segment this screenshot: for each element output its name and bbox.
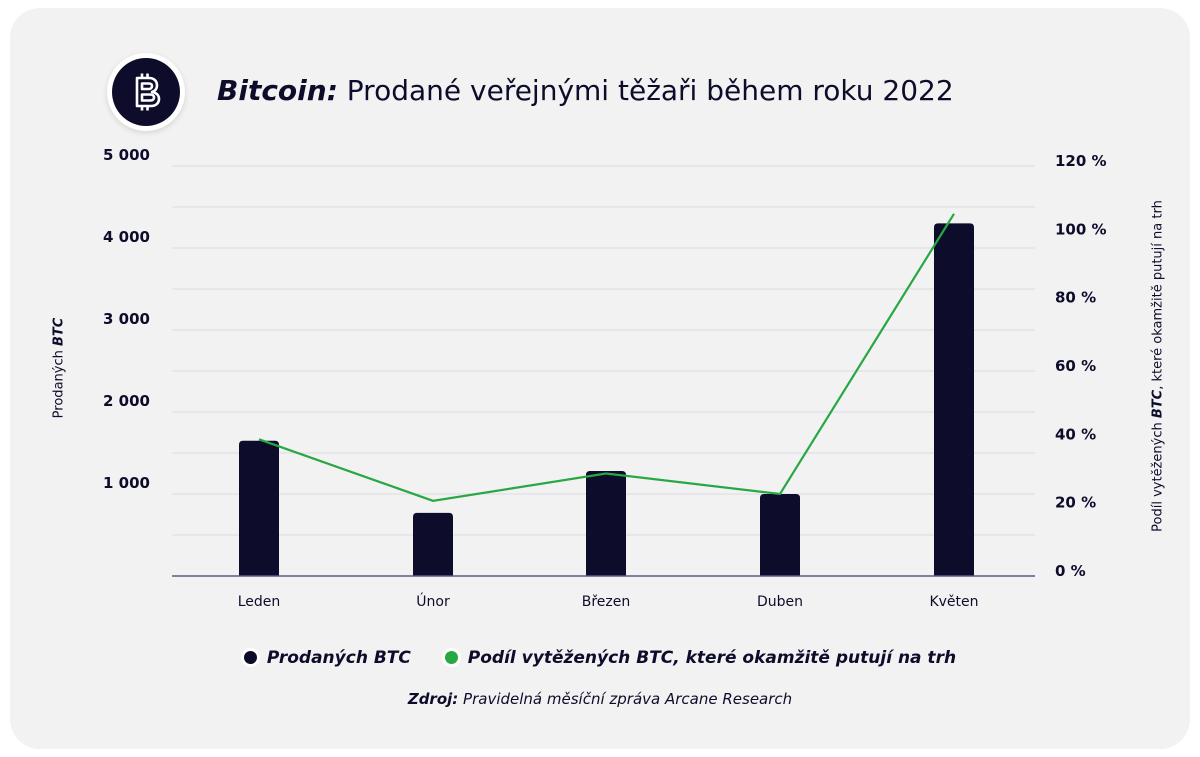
bar-2: [586, 471, 626, 576]
bar-0: [239, 440, 279, 576]
chart-card: [10, 8, 1190, 749]
bitcoin-logo: [107, 53, 185, 131]
right-tick-label-3: 60 %: [1055, 357, 1096, 375]
right-tick-label-5: 100 %: [1055, 220, 1107, 238]
left-tick-label-4: 5 000: [103, 146, 150, 164]
right-axis-ticks: 0 % 20 % 40 % 60 % 80 % 100 % 120 %: [1055, 152, 1107, 580]
x-axis-ticks: Leden Únor Březen Duben Květen: [238, 592, 979, 610]
right-tick-label-6: 120 %: [1055, 152, 1107, 170]
chart-legend: Prodaných BTC Podíl vytěžených BTC, kter…: [0, 648, 1200, 668]
bar-1: [413, 512, 453, 576]
right-tick-label-0: 0 %: [1055, 562, 1086, 580]
line-series: [258, 213, 955, 502]
title-brand: Bitcoin:: [217, 74, 338, 107]
right-tick-label-4: 80 %: [1055, 289, 1096, 307]
source-note: Zdroj: Pravidelná měsíční zpráva Arcane …: [407, 690, 793, 708]
left-tick-label-1: 2 000: [103, 392, 150, 410]
grid-lines: [172, 165, 1035, 536]
left-axis-ticks: 1 000 2 000 3 000 4 000 5 000: [103, 146, 150, 492]
line-path: [258, 213, 955, 502]
left-tick-label-3: 4 000: [103, 228, 150, 246]
bar-3: [760, 494, 800, 576]
x-tick-label-4: Květen: [929, 594, 978, 610]
bitcoin-icon: [112, 58, 180, 126]
bar-series: [239, 223, 974, 576]
left-tick-label-2: 3 000: [103, 310, 150, 328]
right-tick-label-2: 40 %: [1055, 425, 1096, 443]
y-axis-right-label: Podíl vytěžených BTC, které okamžitě put…: [1150, 200, 1166, 532]
left-tick-label-0: 1 000: [103, 474, 150, 492]
right-tick-label-1: 20 %: [1055, 494, 1096, 512]
bar-4: [934, 223, 974, 576]
x-tick-label-2: Březen: [582, 594, 631, 610]
legend-swatch-line: [444, 651, 458, 664]
legend-item-line: Podíl vytěžených BTC, které okamžitě put…: [444, 648, 956, 668]
page-title: Bitcoin: Prodané veřejnými těžaři během …: [217, 74, 954, 107]
x-tick-label-0: Leden: [238, 594, 281, 610]
x-tick-label-3: Duben: [757, 594, 803, 610]
x-tick-label-1: Únor: [416, 592, 450, 610]
legend-swatch-bars: [243, 651, 257, 664]
title-text: Prodané veřejnými těžaři během roku 2022: [337, 74, 954, 107]
legend-item-bars: Prodaných BTC: [243, 648, 411, 668]
y-axis-left-label: Prodaných BTC: [51, 317, 67, 419]
